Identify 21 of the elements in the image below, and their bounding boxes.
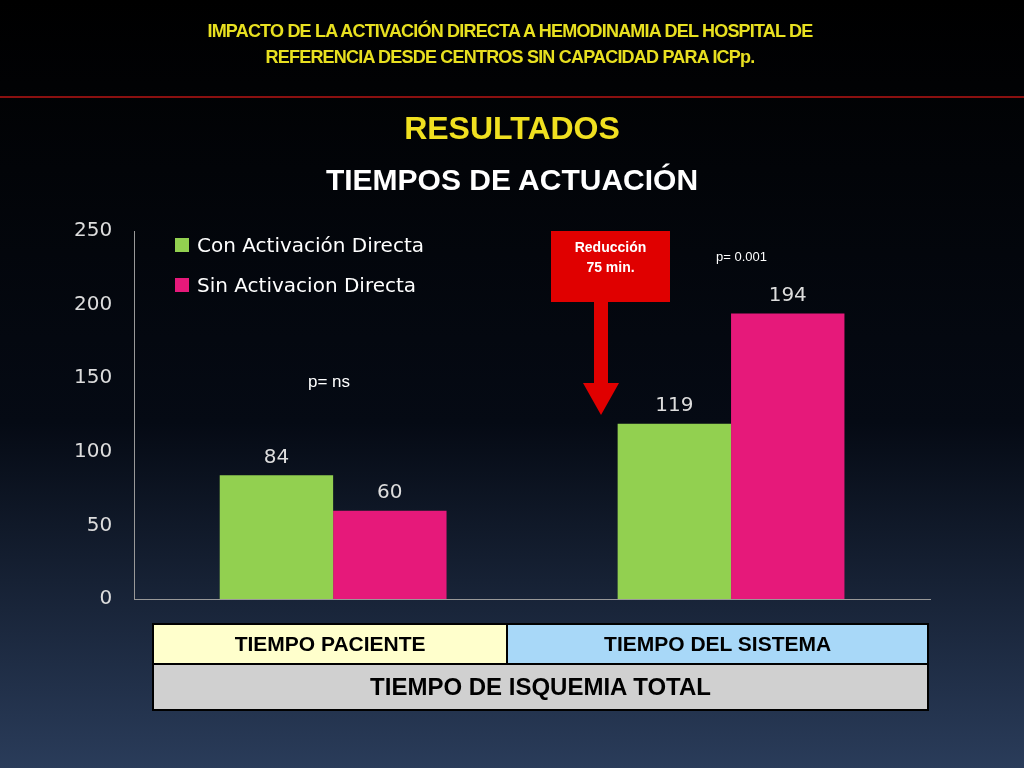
y-tick-label: 200 (73, 290, 113, 315)
y-tick-label: 250 (73, 217, 113, 242)
chart-title: TIEMPOS DE ACTUACIÓN (324, 163, 700, 197)
y-tick-label: 150 (73, 364, 113, 389)
y-tick-label: 0 (99, 585, 113, 610)
data-label: 84 (263, 443, 290, 468)
data-label: 60 (377, 478, 403, 503)
annotation: p= ns (308, 372, 351, 392)
x-tick-label: TIEMPO DEL SISTEMA (507, 624, 928, 664)
text: IMPACTO DE LA ACTIVACIÓN DIRECTA A HEMODINAMIA DEL HOSPITAL DE REFERENCIA DESDE CENTROS SIN CAPACIDAD PARA ICPp. (206, 19, 814, 69)
callout-box: Reducción 75 min. (551, 231, 670, 302)
chart-subtitle: RESULTADOS (403, 110, 621, 147)
data-label: 194 (768, 281, 807, 306)
data-label: 119 (655, 392, 694, 417)
annotation: p= 0.001 (716, 249, 767, 264)
legend-label: Sin Activacion Directa (197, 273, 417, 297)
x-tick-label: TIEMPO PACIENTE (153, 624, 508, 664)
y-tick-label: 50 (86, 511, 113, 536)
y-tick-label: 100 (73, 438, 113, 462)
legend-label: Con Activación Directa (197, 233, 425, 257)
x-axis-title: TIEMPO DE ISQUEMIA TOTAL (153, 664, 928, 710)
